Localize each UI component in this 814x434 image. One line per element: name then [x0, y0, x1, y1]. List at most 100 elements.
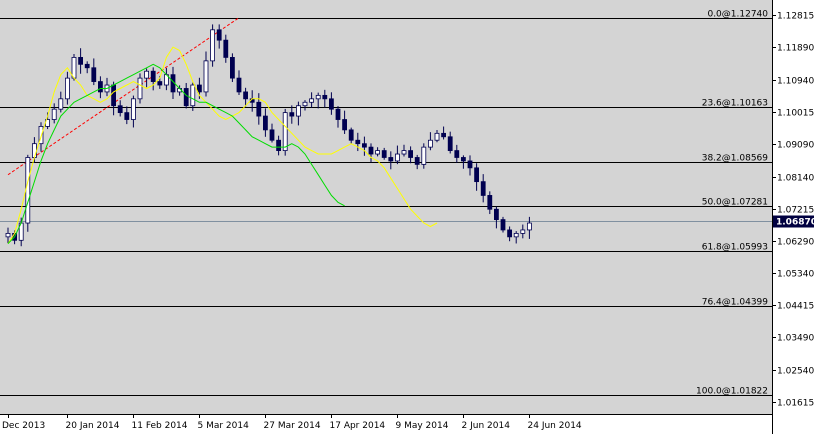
candle-body: [236, 77, 242, 93]
candle-body: [269, 129, 275, 141]
candle-body: [229, 57, 235, 79]
candle-body: [25, 157, 31, 224]
candle-body: [322, 94, 328, 100]
candle-body: [262, 115, 268, 131]
trend-line: [7, 17, 240, 176]
candle-body: [309, 98, 315, 103]
candle-body: [91, 67, 97, 82]
candle-body: [223, 39, 229, 58]
candle-body: [157, 81, 163, 86]
time-tick-label: 27 Mar 2014: [264, 421, 321, 431]
candle-body: [474, 167, 480, 183]
candle-body: [500, 219, 506, 231]
candle-body: [38, 126, 44, 145]
candle-body: [348, 129, 354, 141]
candle-body: [216, 29, 222, 41]
candle-body: [447, 136, 453, 151]
candle-body: [124, 112, 130, 120]
candle-body: [295, 105, 301, 117]
price-axis: 1.12815 1.11890 1.10940 1.10015 1.09090 1.081…: [772, 12, 814, 409]
ma-fast-line: [7, 46, 438, 244]
candle-body: [98, 81, 103, 93]
candle-body: [480, 181, 486, 196]
price-tick-label: 1.11890: [777, 44, 814, 54]
candle-body: [460, 157, 466, 162]
candle-body: [401, 150, 407, 155]
price-tick-label: 1.02540: [777, 367, 814, 377]
fib-level-label: 38.2@1.08569: [702, 154, 769, 164]
candle-body: [414, 157, 420, 165]
price-tick-label: 1.10015: [777, 109, 814, 119]
time-axis: Dec 2013 20 Jan 2014 11 Feb 2014 5 Mar 2014…: [2, 414, 582, 431]
candle-body: [487, 195, 493, 210]
candle-body: [375, 150, 381, 155]
fib-level-label: 100.0@1.01822: [696, 387, 768, 397]
fib-level-label: 23.6@1.10163: [702, 99, 768, 109]
trend-line-layer: [7, 17, 240, 176]
candle-body: [130, 98, 136, 120]
candle-body: [513, 232, 519, 238]
time-axis-background: [0, 414, 772, 434]
candle-body: [335, 108, 341, 120]
price-tick-label: 1.03490: [777, 334, 814, 344]
candle-body: [315, 94, 321, 100]
candle-body: [520, 229, 526, 234]
candle-body: [65, 77, 70, 100]
moving-averages: [7, 46, 438, 245]
candle-body: [388, 157, 394, 162]
candle-body: [408, 150, 414, 158]
candle-body: [210, 29, 216, 62]
candle-body: [84, 63, 90, 69]
fib-level-label: 76.4@1.04399: [702, 298, 769, 308]
candle-body: [507, 229, 513, 238]
current-price-label: 1.06870: [776, 218, 814, 228]
candle-body: [5, 232, 11, 238]
time-tick-label: 24 Jun 2014: [528, 421, 582, 431]
price-tick-label: 1.01615: [777, 399, 814, 409]
price-tick-label: 1.06290: [777, 238, 814, 248]
price-tick-label: 1.05340: [777, 270, 814, 280]
candle-body: [58, 98, 64, 110]
candle-body: [111, 84, 116, 107]
price-tick-label: 1.10940: [777, 77, 814, 87]
candle-body: [243, 91, 249, 100]
candle-body: [381, 150, 387, 158]
candle-body: [256, 101, 262, 117]
candle-body: [78, 57, 83, 65]
current-price-box: [773, 215, 814, 228]
price-tick-label: 1.12815: [777, 12, 814, 22]
candle-body: [196, 84, 202, 93]
candle-body: [302, 101, 308, 107]
candle-body: [527, 222, 532, 231]
candle-body: [434, 132, 440, 141]
candle-body: [493, 208, 499, 220]
candle-body: [427, 139, 433, 148]
candle-body: [137, 77, 143, 100]
price-tick-label: 1.09090: [777, 141, 814, 151]
time-tick-label: 5 Mar 2014: [198, 421, 250, 431]
candle-body: [150, 70, 156, 82]
current-price-marker: 1.06870: [773, 215, 814, 228]
price-tick-label: 1.08140: [777, 174, 814, 184]
candle-body: [51, 108, 57, 120]
candle-body: [32, 143, 37, 158]
candle-body: [361, 143, 367, 148]
fib-level-label: 0.0@1.12740: [707, 10, 768, 20]
ma-slow-line: [7, 63, 345, 245]
candle-body: [289, 112, 295, 117]
time-tick-label: Dec 2013: [2, 421, 45, 431]
candle-body: [276, 139, 282, 151]
candle-body: [441, 132, 447, 138]
time-tick-label: 11 Feb 2014: [132, 421, 188, 431]
time-tick-label: 20 Jan 2014: [66, 421, 120, 431]
time-tick-label: 2 Jun 2014: [462, 421, 511, 431]
candle-body: [203, 60, 209, 93]
candle-body: [467, 160, 473, 169]
candle-body: [282, 112, 288, 151]
candle-body: [454, 150, 460, 158]
candle-body: [117, 105, 123, 114]
candle-body: [183, 88, 189, 107]
candle-body: [421, 146, 427, 165]
fibonacci-levels: 0.0@1.12740 23.6@1.10163 38.2@1.08569 50.0@…: [0, 10, 772, 397]
